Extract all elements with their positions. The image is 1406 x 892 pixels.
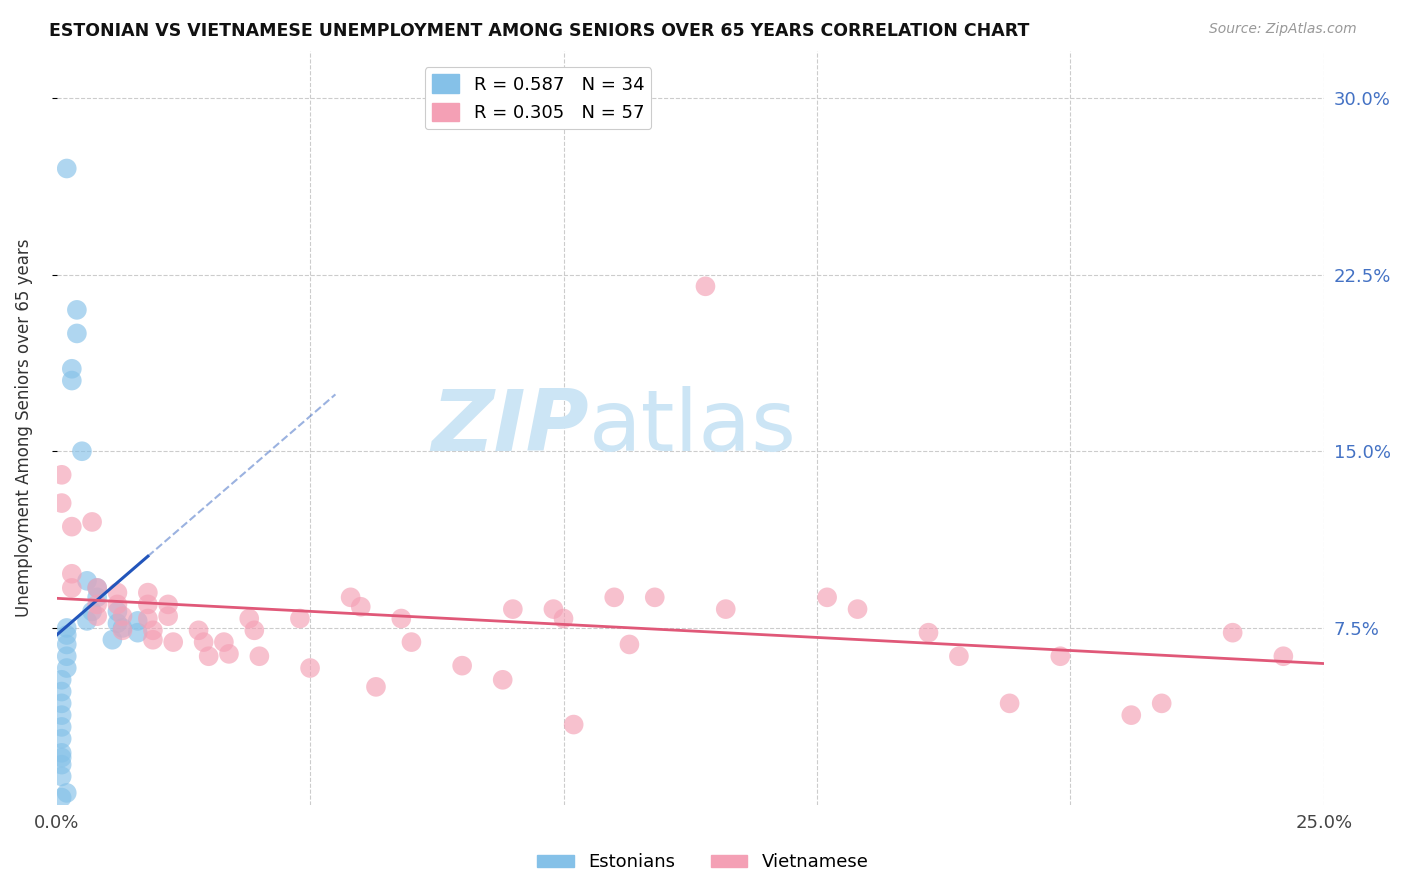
Point [247,649,270,664]
Point [187,624,209,638]
Point [51,750,73,764]
Point [127,625,149,640]
Point [107,598,129,612]
Point [562,717,585,731]
Point [492,673,515,687]
Point [86,581,108,595]
Point [66,326,89,341]
Point [51,731,73,746]
Point [127,614,149,628]
Point [350,599,373,614]
Point [86,591,108,605]
Point [55,621,77,635]
Point [142,624,165,638]
Point [70,444,93,458]
Point [51,708,73,723]
Point [136,585,159,599]
Point [51,697,73,711]
Point [299,661,322,675]
Point [51,746,73,760]
Point [451,658,474,673]
Point [193,635,215,649]
Point [243,624,266,638]
Point [55,161,77,176]
Point [157,598,180,612]
Point [846,602,869,616]
Point [998,697,1021,711]
Point [1150,697,1173,711]
Point [60,374,83,388]
Point [86,598,108,612]
Point [66,302,89,317]
Point [51,496,73,510]
Text: ESTONIAN VS VIETNAMESE UNEMPLOYMENT AMONG SENIORS OVER 65 YEARS CORRELATION CHAR: ESTONIAN VS VIETNAMESE UNEMPLOYMENT AMON… [49,22,1029,40]
Point [60,519,83,533]
Point [51,769,73,783]
Point [695,279,717,293]
Point [218,647,240,661]
Text: atlas: atlas [589,386,797,469]
Point [107,604,129,618]
Point [553,611,575,625]
Point [101,632,124,647]
Point [51,467,73,482]
Point [364,680,387,694]
Point [948,649,970,664]
Point [76,574,98,588]
Point [917,625,939,640]
Legend: R = 0.587   N = 34, R = 0.305   N = 57: R = 0.587 N = 34, R = 0.305 N = 57 [425,67,651,129]
Point [212,635,235,649]
Point [162,635,184,649]
Point [714,602,737,616]
Point [619,637,641,651]
Point [288,611,311,625]
Point [603,591,626,605]
Point [1049,649,1071,664]
Point [111,624,134,638]
Point [815,591,838,605]
Point [157,609,180,624]
Point [644,591,666,605]
Point [1222,625,1244,640]
Point [60,581,83,595]
Point [51,720,73,734]
Point [197,649,219,664]
Point [60,566,83,581]
Text: ZIP: ZIP [432,386,589,469]
Legend: Estonians, Vietnamese: Estonians, Vietnamese [530,847,876,879]
Point [60,361,83,376]
Point [55,649,77,664]
Point [55,661,77,675]
Point [107,616,129,631]
Point [238,611,260,625]
Point [1121,708,1143,723]
Point [136,611,159,625]
Point [82,604,104,618]
Point [111,621,134,635]
Point [51,757,73,772]
Point [389,611,412,625]
Point [51,684,73,698]
Point [111,609,134,624]
Point [51,790,73,805]
Point [502,602,524,616]
Point [76,614,98,628]
Point [86,609,108,624]
Y-axis label: Unemployment Among Seniors over 65 years: Unemployment Among Seniors over 65 years [15,238,32,617]
Point [543,602,565,616]
Text: Source: ZipAtlas.com: Source: ZipAtlas.com [1209,22,1357,37]
Point [55,628,77,642]
Point [142,632,165,647]
Point [51,673,73,687]
Point [107,585,129,599]
Point [55,786,77,800]
Point [339,591,361,605]
Point [82,515,104,529]
Point [55,637,77,651]
Point [136,598,159,612]
Point [86,581,108,595]
Point [1272,649,1295,664]
Point [401,635,423,649]
